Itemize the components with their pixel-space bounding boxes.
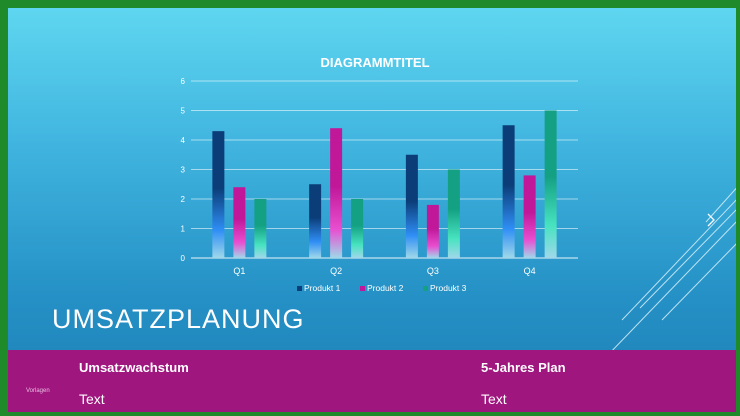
- y-tick-label: 6: [181, 77, 186, 86]
- legend-label: Produkt 1: [304, 283, 341, 293]
- bar-produkt-1-q3: [405, 154, 418, 258]
- y-tick-label: 5: [181, 107, 186, 116]
- bar-produkt-1-q1: [212, 131, 225, 258]
- footer-small-text: Vorlagen: [26, 388, 50, 394]
- bar-produkt-1-q4: [502, 125, 515, 258]
- bar-produkt-2-q2: [330, 128, 343, 258]
- bar-chart: DIAGRAMMTITEL 0 1 2 3 4 5 6 Q1 Q2 Q3 Q4 Produkt 1 P…: [181, 55, 578, 293]
- legend-swatch: [297, 286, 302, 291]
- legend-swatch: [360, 286, 365, 291]
- y-tick-label: 0: [181, 254, 186, 263]
- chart-title: DIAGRAMMTITEL: [320, 55, 429, 70]
- x-tick-label: Q3: [427, 266, 439, 276]
- bar-produkt-3-q2: [351, 199, 364, 258]
- slide: DIAGRAMMTITEL 0 1 2 3 4 5 6 Q1 Q2 Q3 Q4 Produkt 1 P…: [8, 8, 736, 412]
- y-tick-label: 4: [181, 136, 186, 145]
- bar-produkt-1-q2: [309, 184, 322, 258]
- y-tick-label: 3: [181, 166, 186, 175]
- bar-produkt-3-q3: [447, 169, 460, 258]
- x-tick-label: Q4: [524, 266, 536, 276]
- x-tick-label: Q1: [233, 266, 245, 276]
- x-tick-label: Q2: [330, 266, 342, 276]
- slide-title: UMSATZPLANUNG: [52, 304, 305, 334]
- bar-produkt-3-q4: [544, 110, 557, 258]
- section-text-right: Text: [481, 391, 507, 407]
- legend-swatch: [423, 286, 428, 291]
- bar-produkt-2-q4: [523, 175, 536, 258]
- section-heading-left: Umsatzwachstum: [79, 360, 189, 375]
- bar-produkt-2-q3: [426, 204, 439, 258]
- y-tick-label: 2: [181, 195, 186, 204]
- legend-label: Produkt 2: [367, 283, 404, 293]
- section-heading-right: 5-Jahres Plan: [481, 360, 566, 375]
- section-text-left: Text: [79, 391, 105, 407]
- legend-label: Produkt 3: [430, 283, 467, 293]
- bar-produkt-3-q1: [254, 199, 267, 258]
- bar-produkt-2-q1: [233, 187, 246, 258]
- y-tick-label: 1: [181, 225, 186, 234]
- footer-band: Vorlagen Umsatzwachstum Text 5-Jahres Pl…: [8, 350, 736, 412]
